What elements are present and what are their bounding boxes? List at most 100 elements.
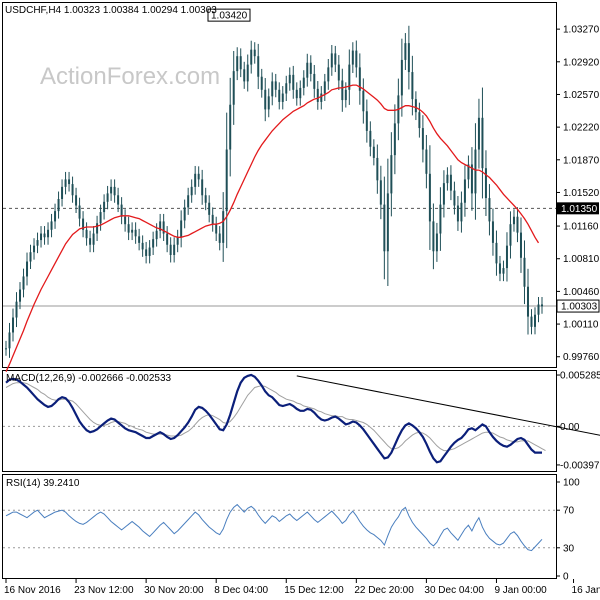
candle-body (239, 56, 242, 70)
candle-body (358, 67, 361, 91)
rsi-tick-label: 70 (563, 506, 575, 517)
candle-body (393, 123, 396, 156)
candle-body (57, 199, 60, 212)
macd-tick-label: -0.003976 (560, 460, 600, 471)
candle-body (376, 157, 379, 181)
candle-body (533, 314, 536, 327)
current-price-box (556, 299, 600, 313)
candle-body (519, 232, 522, 258)
time-tick-label: 23 Nov 12:00 (74, 585, 134, 596)
price-tick-label: 1.00810 (563, 254, 600, 265)
candle-body (5, 348, 7, 350)
candle-body (124, 216, 127, 225)
level-label: 1.01350 (561, 204, 598, 215)
candle-body (488, 198, 491, 222)
candle-body (103, 201, 106, 213)
candle-body (474, 149, 477, 194)
candle-body (75, 195, 78, 206)
high-label-box (207, 8, 251, 22)
candle-body (428, 173, 431, 222)
candle-body (33, 245, 36, 253)
candle-body (330, 53, 333, 68)
candle-body (180, 220, 183, 238)
candle-body (8, 332, 11, 349)
candle-body (502, 268, 505, 274)
candle-body (439, 204, 442, 234)
candle-body (211, 214, 214, 225)
macd-panel-frame (2, 370, 557, 472)
candle-body (162, 221, 165, 234)
candle-body (222, 211, 225, 243)
price-tick-label: 1.03270 (563, 25, 600, 36)
candle-body (323, 81, 326, 94)
macd-tick-label: 0.00 (560, 422, 580, 433)
price-panel-frame (2, 2, 557, 368)
candle-body (411, 72, 414, 100)
candle-body (19, 289, 22, 302)
candle-body (82, 218, 85, 230)
moving-average-line (5, 84, 540, 372)
macd-tick-label: 0.005285 (560, 371, 600, 382)
candle-body (71, 184, 74, 196)
candle-body (131, 229, 134, 233)
candle-body (327, 67, 330, 82)
candle-body (491, 221, 494, 243)
price-tick-label: 1.00110 (563, 320, 599, 331)
candle-body (344, 89, 347, 101)
candle-body (421, 128, 424, 150)
candle-body (470, 164, 473, 194)
candle-body (390, 155, 393, 194)
candle-body (379, 180, 382, 205)
candle-body (54, 211, 57, 222)
time-tick-label: 16 Jan 08:00 (572, 585, 600, 596)
candle-body (246, 64, 249, 82)
watermark: ActionForex.com (40, 63, 220, 90)
candle-body (334, 53, 337, 65)
price-tick-label: 1.01160 (563, 222, 599, 233)
candle-body (285, 83, 288, 94)
price-axis: 1.03270 1.02920 1.02570 1.02220 1.01870 1.015… (556, 25, 600, 363)
candle-body (61, 186, 64, 199)
candle-body (138, 236, 141, 243)
candle-body (36, 240, 39, 246)
candle-body (302, 77, 305, 88)
candle-body (369, 130, 372, 147)
candle-body (40, 233, 43, 241)
rsi-axis: 100 70 30 0 (556, 478, 580, 583)
time-tick-label: 16 Nov 2016 (4, 585, 61, 596)
candle-body (89, 238, 92, 245)
candle-body (453, 190, 456, 206)
macd-line (5, 373, 542, 464)
candle-body (278, 89, 281, 102)
candle-body (96, 223, 99, 234)
candle-body (99, 212, 102, 224)
candle-body (505, 245, 508, 269)
price-candles (5, 25, 543, 358)
candle-body (541, 304, 543, 307)
candle-body (537, 304, 540, 315)
macd-trendline (296, 375, 600, 436)
candle-body (29, 252, 32, 262)
candle-body (190, 186, 193, 196)
time-tick-label: 8 Dec 04:00 (214, 585, 268, 596)
rsi-title: RSI(14) 39.2410 (6, 478, 80, 489)
candle-body (127, 224, 130, 233)
candle-body (281, 93, 284, 102)
candle-body (197, 173, 200, 180)
candle-body (477, 117, 480, 150)
candle-body (341, 80, 344, 101)
candle-body (365, 111, 368, 131)
candle-body (260, 76, 263, 90)
candle-body (64, 179, 67, 187)
candle-body (432, 221, 435, 252)
candle-body (229, 104, 232, 150)
candle-body (418, 112, 421, 129)
candle-body (232, 71, 235, 105)
candle-body (435, 233, 438, 252)
candle-body (456, 205, 459, 222)
candle-body (134, 229, 137, 237)
candle-body (204, 195, 207, 203)
candle-body (152, 239, 155, 248)
candle-body (194, 173, 197, 187)
